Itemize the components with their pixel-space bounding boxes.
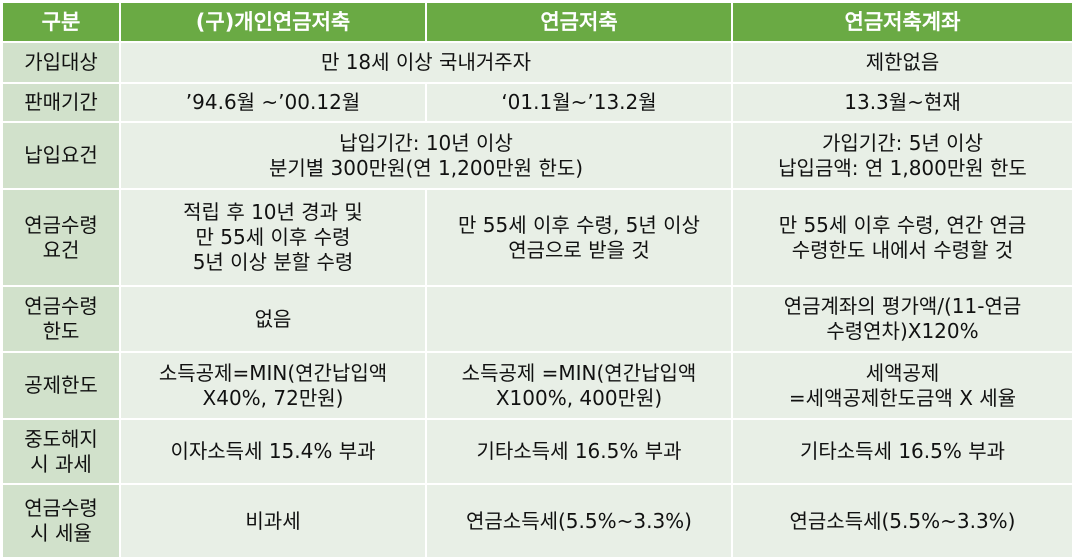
cell-text: =세액공제한도금액 X 세율 <box>788 385 1017 410</box>
table-row: 중도해지 시 과세 이자소득세 15.4% 부과 기타소득세 16.5% 부과 … <box>1 418 1073 485</box>
cell-receipt-req-savings: 만 55세 이후 수령, 5년 이상 연금으로 받을 것 <box>425 188 733 287</box>
header-pension-savings: 연금저축 <box>425 1 733 43</box>
header-old-personal-pension: (구)개인연금저축 <box>119 1 427 43</box>
cell-tax-rate-account: 연금소득세(5.5%~3.3%) <box>731 483 1073 559</box>
cell-text: 세액공제 <box>865 360 940 385</box>
cell-text: ‘01.1월~’13.2월 <box>501 90 657 114</box>
cell-early-tax-savings: 기타소득세 16.5% 부과 <box>425 418 733 485</box>
cell-text: 소득공제=MIN(연간납입액 <box>158 360 388 385</box>
cell-receipt-limit-account: 연금계좌의 평가액/(11-연금 수령연차)X120% <box>731 285 1073 353</box>
table-row: 연금수령 요건 적립 후 10년 경과 및 만 55세 이후 수령 5년 이상 … <box>1 188 1073 287</box>
cell-tax-rate-old: 비과세 <box>119 483 427 559</box>
row-label-deduction-limit: 공제한도 <box>1 351 121 420</box>
cell-text: 연금소득세(5.5%~3.3%) <box>466 508 692 533</box>
table-row: 공제한도 소득공제=MIN(연간납입액 X40%, 72만원) 소득공제 =MI… <box>1 351 1073 420</box>
cell-tax-rate-savings: 연금소득세(5.5%~3.3%) <box>425 483 733 559</box>
cell-text: 분기별 300만원(연 1,200만원 한도) <box>268 155 584 180</box>
cell-eligibility-merged: 만 18세 이상 국내거주자 <box>119 41 733 84</box>
cell-text: 이자소득세 15.4% 부과 <box>170 439 376 463</box>
table-row: 판매기간 ’94.6월 ~’00.12월 ‘01.1월~’13.2월 13.3월… <box>1 82 1073 123</box>
table-row: 가입대상 만 18세 이상 국내거주자 제한없음 <box>1 41 1073 84</box>
cell-text: 가입기간: 5년 이상 <box>822 130 983 155</box>
cell-text: 연금소득세(5.5%~3.3%) <box>789 508 1016 533</box>
cell-eligibility-account: 제한없음 <box>731 41 1073 84</box>
cell-deduction-savings: 소득공제 =MIN(연간납입액 X100%, 400만원) <box>425 351 733 420</box>
header-row: 구분 (구)개인연금저축 연금저축 연금저축계좌 <box>1 1 1073 43</box>
table-row: 연금수령 한도 없음 연금계좌의 평가액/(11-연금 수령연차)X120% <box>1 285 1073 353</box>
cell-early-tax-account: 기타소득세 16.5% 부과 <box>731 418 1073 485</box>
cell-text: 기타소득세 16.5% 부과 <box>799 439 1006 463</box>
cell-text: 만 55세 이후 수령, 5년 이상 <box>458 212 700 237</box>
cell-text: 제한없음 <box>865 50 940 74</box>
cell-text: 적립 후 10년 경과 및 <box>183 200 363 224</box>
cell-text: 비과세 <box>245 508 301 533</box>
cell-text: 납입기간: 10년 이상 <box>339 130 513 155</box>
cell-text: 수령연차)X120% <box>826 319 979 343</box>
table-row: 연금수령 시 세율 비과세 연금소득세(5.5%~3.3%) 연금소득세(5.5… <box>1 483 1073 559</box>
cell-payment-account: 가입기간: 5년 이상 납입금액: 연 1,800만원 한도 <box>731 121 1073 190</box>
cell-text: 소득공제 =MIN(연간납입액 <box>461 360 697 385</box>
cell-text: 납입요건 <box>24 143 98 167</box>
cell-text: 요건 <box>42 237 80 262</box>
cell-text: X40%, 72만원) <box>202 385 344 410</box>
row-label-early-termination-tax: 중도해지 시 과세 <box>1 418 121 485</box>
row-label-pension-receipt-limit: 연금수령 한도 <box>1 285 121 353</box>
cell-text: 연금수령 <box>24 294 98 318</box>
cell-text: 가입대상 <box>24 50 98 74</box>
cell-text: 공제한도 <box>24 373 98 397</box>
cell-text: 만 55세 이후 수령 <box>195 225 351 249</box>
row-label-payment-requirements: 납입요건 <box>1 121 121 190</box>
cell-text: X100%, 400만원) <box>495 385 663 410</box>
cell-text: 없음 <box>254 306 292 331</box>
cell-text: ’94.6월 ~’00.12월 <box>185 90 361 114</box>
cell-sales-period-savings: ‘01.1월~’13.2월 <box>425 82 733 123</box>
cell-deduction-old: 소득공제=MIN(연간납입액 X40%, 72만원) <box>119 351 427 420</box>
header-pension-savings-account: 연금저축계좌 <box>731 1 1073 43</box>
cell-text: 연금수령 <box>24 212 98 237</box>
cell-receipt-limit-old: 없음 <box>119 285 427 353</box>
cell-payment-merged: 납입기간: 10년 이상 분기별 300만원(연 1,200만원 한도) <box>119 121 733 190</box>
cell-text: 연금으로 받을 것 <box>508 237 650 262</box>
row-label-sales-period: 판매기간 <box>1 82 121 123</box>
cell-text: 만 18세 이상 국내거주자 <box>320 50 532 74</box>
cell-text: 5년 이상 분할 수령 <box>192 250 354 274</box>
cell-text: 만 55세 이후 수령, 연간 연금 <box>778 212 1027 237</box>
cell-text: 수령한도 내에서 수령할 것 <box>791 237 1014 262</box>
cell-text: 시 과세 <box>30 451 92 476</box>
row-label-pension-receipt-requirements: 연금수령 요건 <box>1 188 121 287</box>
cell-text: 판매기간 <box>24 90 98 114</box>
cell-receipt-req-old: 적립 후 10년 경과 및 만 55세 이후 수령 5년 이상 분할 수령 <box>119 188 427 287</box>
cell-text: 기타소득세 16.5% 부과 <box>476 439 682 463</box>
cell-receipt-req-account: 만 55세 이후 수령, 연간 연금 수령한도 내에서 수령할 것 <box>731 188 1073 287</box>
cell-text: 중도해지 <box>24 426 98 451</box>
cell-text: 연금수령 <box>24 496 98 520</box>
cell-text: 13.3월~현재 <box>844 90 961 114</box>
cell-deduction-account: 세액공제 =세액공제한도금액 X 세율 <box>731 351 1073 420</box>
cell-sales-period-old: ’94.6월 ~’00.12월 <box>119 82 427 123</box>
cell-early-tax-old: 이자소득세 15.4% 부과 <box>119 418 427 485</box>
table-row: 납입요건 납입기간: 10년 이상 분기별 300만원(연 1,200만원 한도… <box>1 121 1073 190</box>
cell-receipt-limit-savings <box>425 285 733 353</box>
header-category: 구분 <box>1 1 121 43</box>
cell-text: 시 세율 <box>30 521 92 545</box>
cell-text: 납입금액: 연 1,800만원 한도 <box>778 155 1027 180</box>
cell-text: 연금계좌의 평가액/(11-연금 <box>783 294 1022 318</box>
row-label-eligibility: 가입대상 <box>1 41 121 84</box>
cell-sales-period-account: 13.3월~현재 <box>731 82 1073 123</box>
cell-text: 한도 <box>42 319 80 343</box>
row-label-pension-tax-rate: 연금수령 시 세율 <box>1 483 121 559</box>
